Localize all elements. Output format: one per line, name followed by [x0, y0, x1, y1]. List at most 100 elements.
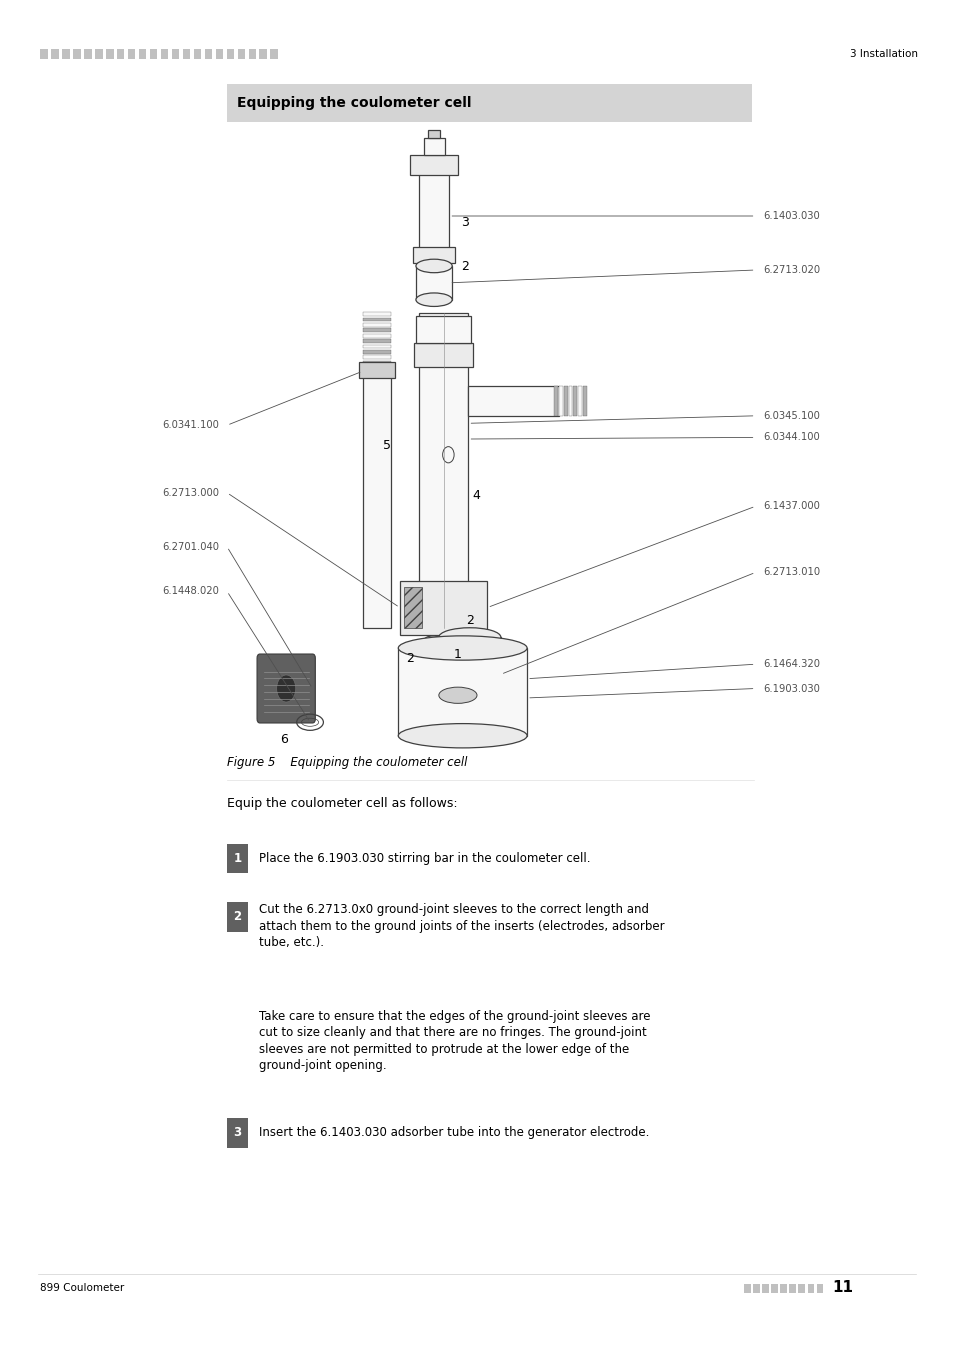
- Bar: [578, 386, 581, 416]
- Bar: [172, 49, 179, 59]
- Text: 6.1403.030: 6.1403.030: [762, 211, 819, 221]
- Bar: [362, 339, 391, 343]
- Bar: [160, 49, 169, 59]
- Bar: [418, 165, 449, 256]
- Text: 899 Coulometer: 899 Coulometer: [40, 1282, 124, 1293]
- Ellipse shape: [398, 636, 526, 660]
- Bar: [362, 312, 391, 316]
- Bar: [573, 386, 577, 416]
- Bar: [362, 323, 391, 327]
- Bar: [227, 49, 234, 59]
- Text: Insert the 6.1403.030 adsorber tube into the generator electrode.: Insert the 6.1403.030 adsorber tube into…: [259, 1126, 649, 1139]
- Bar: [193, 49, 201, 59]
- Text: Figure 5    Equipping the coulometer cell: Figure 5 Equipping the coulometer cell: [227, 756, 467, 770]
- Bar: [414, 343, 473, 367]
- Bar: [789, 1284, 795, 1293]
- Bar: [816, 1284, 822, 1293]
- Bar: [399, 580, 487, 634]
- Bar: [51, 49, 59, 59]
- Bar: [227, 1118, 248, 1148]
- Bar: [582, 386, 586, 416]
- Bar: [416, 266, 452, 300]
- Bar: [204, 49, 212, 59]
- Bar: [413, 247, 455, 263]
- Bar: [416, 316, 471, 343]
- Ellipse shape: [438, 702, 500, 721]
- Bar: [554, 386, 558, 416]
- Bar: [770, 1284, 777, 1293]
- Bar: [237, 49, 245, 59]
- Bar: [438, 637, 500, 711]
- Text: Place the 6.1903.030 stirring bar in the coulometer cell.: Place the 6.1903.030 stirring bar in the…: [259, 852, 590, 865]
- Bar: [227, 844, 248, 873]
- Bar: [248, 49, 255, 59]
- Bar: [362, 350, 391, 354]
- Text: 6.0345.100: 6.0345.100: [762, 410, 820, 421]
- Text: 6.2713.010: 6.2713.010: [762, 567, 820, 578]
- Bar: [423, 138, 444, 154]
- Text: 2: 2: [460, 261, 468, 273]
- Bar: [227, 902, 248, 932]
- Bar: [259, 49, 267, 59]
- Ellipse shape: [416, 293, 452, 306]
- Bar: [752, 1284, 759, 1293]
- Bar: [405, 675, 424, 705]
- Ellipse shape: [438, 687, 476, 703]
- Text: 6.2713.020: 6.2713.020: [762, 265, 820, 275]
- Circle shape: [276, 675, 295, 702]
- Bar: [358, 362, 395, 378]
- Bar: [563, 386, 567, 416]
- Ellipse shape: [416, 259, 452, 273]
- Text: 5: 5: [382, 439, 390, 452]
- Text: 1: 1: [233, 852, 241, 865]
- Ellipse shape: [438, 628, 500, 647]
- Bar: [73, 49, 81, 59]
- Bar: [404, 587, 421, 628]
- Text: 6.1448.020: 6.1448.020: [162, 586, 219, 597]
- Bar: [423, 641, 442, 675]
- Bar: [116, 49, 124, 59]
- Ellipse shape: [423, 636, 442, 647]
- Bar: [362, 364, 391, 628]
- Bar: [362, 333, 391, 338]
- Text: Equip the coulometer cell as follows:: Equip the coulometer cell as follows:: [227, 796, 457, 810]
- Text: 1: 1: [454, 648, 461, 662]
- Text: 6.2701.040: 6.2701.040: [162, 541, 219, 552]
- Text: 2: 2: [465, 614, 474, 628]
- Bar: [84, 49, 91, 59]
- Bar: [362, 360, 391, 365]
- Bar: [128, 49, 135, 59]
- Text: 11: 11: [831, 1280, 852, 1296]
- Text: 6.1464.320: 6.1464.320: [762, 659, 820, 670]
- Bar: [743, 1284, 750, 1293]
- Bar: [362, 328, 391, 332]
- Bar: [558, 386, 562, 416]
- Bar: [468, 386, 558, 416]
- Text: 6.0341.100: 6.0341.100: [162, 420, 219, 431]
- Bar: [780, 1284, 786, 1293]
- Text: 3: 3: [460, 216, 468, 230]
- Text: 3: 3: [233, 1126, 241, 1139]
- Bar: [568, 386, 572, 416]
- Bar: [806, 1284, 813, 1293]
- Text: 4: 4: [472, 489, 479, 502]
- Bar: [362, 317, 391, 321]
- Bar: [215, 49, 223, 59]
- Text: 6.0344.100: 6.0344.100: [762, 432, 819, 443]
- Bar: [418, 313, 468, 628]
- Bar: [227, 84, 751, 122]
- Text: Take care to ensure that the edges of the ground-joint sleeves are
cut to size c: Take care to ensure that the edges of th…: [259, 1010, 650, 1072]
- Text: 6: 6: [280, 733, 288, 745]
- Text: 2: 2: [233, 910, 241, 923]
- Bar: [106, 49, 113, 59]
- Bar: [362, 344, 391, 348]
- Bar: [798, 1284, 804, 1293]
- Bar: [62, 49, 70, 59]
- Text: 3 Installation: 3 Installation: [849, 49, 917, 59]
- Bar: [271, 49, 278, 59]
- Text: 6.2713.000: 6.2713.000: [162, 487, 219, 498]
- Ellipse shape: [398, 724, 526, 748]
- Bar: [428, 131, 439, 139]
- Bar: [139, 49, 147, 59]
- Bar: [407, 705, 422, 729]
